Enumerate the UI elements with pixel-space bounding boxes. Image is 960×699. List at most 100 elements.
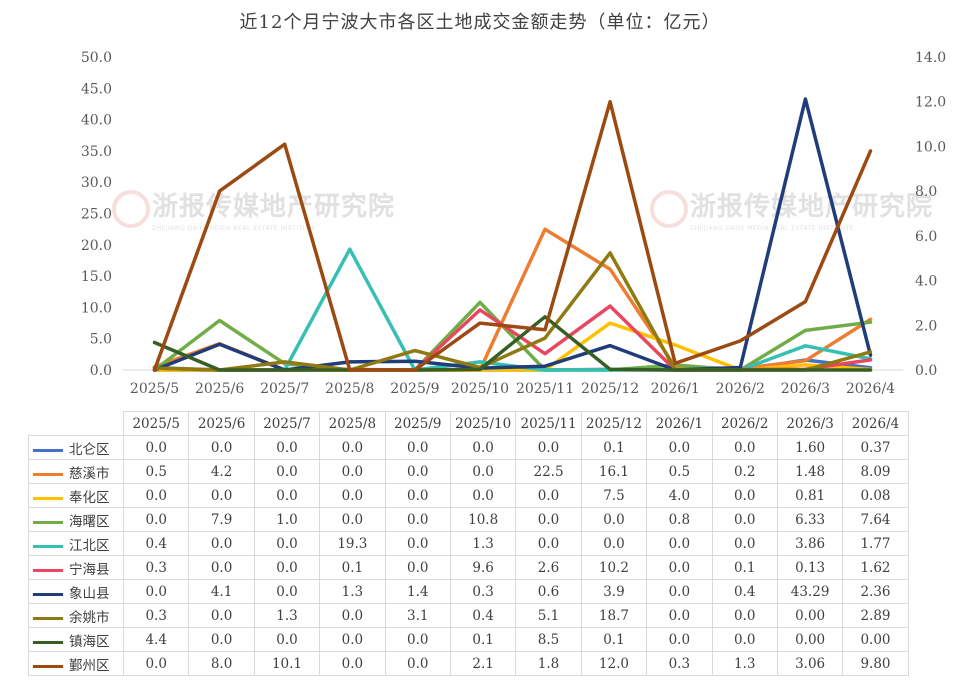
legend-swatch [33,616,63,620]
table-cell: 0.4 [122,531,190,556]
series-line-镇海区 [152,315,873,372]
table-cell: 0.37 [842,435,909,460]
legend-swatch [33,592,63,596]
x-tick-label: 2025/6 [195,381,244,397]
y-right-tick-label: 0.0 [915,363,937,379]
table-cell: 18.7 [580,603,648,628]
table-cell: 0.0 [253,435,321,460]
legend-swatch [33,568,63,572]
table-cell: 0.0 [646,435,713,460]
table-cell: 1.77 [842,531,909,556]
table-cell: 0.0 [711,627,778,652]
table-cell: 0.4 [711,579,778,604]
table-cell: 0.0 [711,483,778,508]
x-tick-label: 2025/9 [390,381,439,397]
table-cell: 0.0 [253,483,321,508]
series-legend-cell: 宁海县 [28,555,124,580]
table-cell: 1.60 [776,435,844,460]
table-cell: 0.3 [646,651,713,676]
y-left-tick-label: 5.0 [90,332,112,348]
table-cell: 2.36 [842,579,909,604]
series-legend-cell: 鄞州区 [28,651,124,676]
table-cell: 1.3 [253,603,321,628]
legend-swatch [33,544,63,548]
table-cell: 7.64 [842,507,909,532]
table-cell: 0.0 [515,531,582,556]
table-row: 象山县 0.0 4.1 0.0 1.3 1.4 0.3 0.6 3.9 0.0 0.4 43.29 2.… [28,579,909,604]
table-cell: 0.0 [384,627,451,652]
table-cell: 4.2 [188,459,255,484]
series-name: 江北区 [69,537,110,554]
y-right-tick-label: 2.0 [915,318,937,334]
series-legend-cell: 镇海区 [28,627,124,652]
table-cell: 0.6 [515,579,582,604]
table-body: 北仑区 0.0 0.0 0.0 0.0 0.0 0.0 0.0 0.1 0.0 0.0 1.60 0.3… [28,435,909,676]
table-cell: 0.0 [384,483,451,508]
table-cell: 19.3 [319,531,386,556]
table-row: 江北区 0.4 0.0 0.0 19.3 0.0 1.3 0.0 0.0 0.0 0.0 3.86 1.… [28,531,909,556]
table-cell: 7.5 [580,483,648,508]
table-cell: 0.0 [253,627,321,652]
table-cell: 8.5 [515,627,582,652]
table-cell: 0.0 [188,627,255,652]
x-tick-label: 2026/1 [651,381,700,397]
table-cell: 0.0 [188,603,255,628]
table-cell: 0.0 [188,555,255,580]
series-legend-cell: 北仑区 [28,435,124,460]
table-cell: 12.0 [580,651,648,676]
legend-swatch [33,448,63,452]
y-right-tick-label: 14.0 [915,50,946,66]
table-cell: 0.1 [449,627,517,652]
table-column-header: 2025/10 [449,411,517,436]
table-cell: 1.3 [319,579,386,604]
series-name: 象山县 [69,585,110,602]
table-cell: 0.0 [319,507,386,532]
x-tick-label: 2026/2 [716,381,765,397]
series-legend-cell: 象山县 [28,579,124,604]
table-cell: 6.33 [776,507,844,532]
table-cell: 0.4 [449,603,517,628]
table-cell: 0.8 [646,507,713,532]
table-column-header: 2025/8 [319,411,386,436]
table-cell: 0.5 [122,459,190,484]
y-right-tick-label: 12.0 [915,95,946,111]
y-right-tick-label: 10.0 [915,139,946,155]
table-cell: 0.0 [646,531,713,556]
table-cell: 1.8 [515,651,582,676]
table-cell: 1.3 [449,531,517,556]
table-cell: 0.0 [319,603,386,628]
table-cell: 0.1 [580,627,648,652]
table-cell: 0.0 [253,459,321,484]
table-cell: 0.0 [449,435,517,460]
y-right-tick-label: 8.0 [915,184,937,200]
table-cell: 0.0 [319,435,386,460]
table-cell: 0.0 [253,531,321,556]
y-left-tick-label: 0.0 [90,363,112,379]
table-cell: 3.86 [776,531,844,556]
table-cell: 0.0 [122,651,190,676]
series-legend-cell: 余姚市 [28,603,124,628]
y-right-tick-label: 6.0 [915,229,937,245]
x-tick-label: 2026/3 [781,381,830,397]
y-right-tick-label: 4.0 [915,274,937,290]
table-cell: 0.0 [711,603,778,628]
table-cell: 0.0 [515,483,582,508]
table-row: 宁海县 0.3 0.0 0.0 0.1 0.0 9.6 2.6 10.2 0.0 0.1 0.13 1.… [28,555,909,580]
y-left-tick-label: 40.0 [81,113,112,129]
x-tick-label: 2025/7 [260,381,309,397]
table-cell: 0.0 [384,531,451,556]
series-legend-cell: 江北区 [28,531,124,556]
table-row: 鄞州区 0.0 8.0 10.1 0.0 0.0 2.1 1.8 12.0 0.3 1.3 3.06 9… [28,651,909,676]
series-legend-cell: 奉化区 [28,483,124,508]
table-cell: 0.0 [188,531,255,556]
table-cell: 0.0 [580,531,648,556]
table-column-header: 2026/3 [776,411,844,436]
legend-swatch [33,496,63,500]
x-tick-label: 2025/11 [516,381,574,397]
data-table: 2025/5 2025/6 2025/7 2025/8 2025/9 2025/10 202… [28,411,909,676]
table-cell: 9.6 [449,555,517,580]
table-cell: 0.0 [384,459,451,484]
table-cell: 4.1 [188,579,255,604]
table-cell: 0.0 [711,507,778,532]
table-cell: 0.0 [515,507,582,532]
